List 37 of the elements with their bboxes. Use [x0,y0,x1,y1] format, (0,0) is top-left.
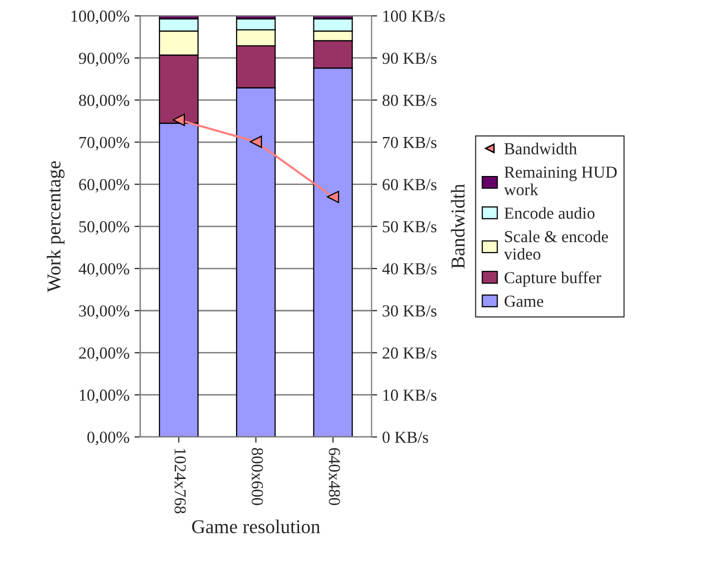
point [172,114,185,126]
y2-tick-label: 80 KB/s [382,94,436,106]
y-tick-label: 10,00% [80,390,130,404]
legend-label: Game [504,296,544,307]
y2-tick-label: 100 KB/s [383,10,445,22]
y-tick-label: 80,00% [79,94,130,108]
x-tick-label: 800x600 [252,448,263,506]
y-axis-title: Work percentage [46,161,65,292]
y-tick-label: 0,00% [87,432,130,446]
y-tick-label: 20,00% [79,347,130,362]
y-tick-label: 100,00% [72,10,130,24]
legend-label: Bandwidth [504,142,577,154]
y2-tick-label: 90 KB/s [382,52,436,64]
y2-tick-label: 60 KB/s [382,178,436,190]
y2-tick-label: 50 KB/s [382,221,436,232]
point [326,190,340,204]
legend-label: Remaining HUD work [504,166,617,196]
legend-label: Encode audio [504,207,594,219]
y-tick-label: 50,00% [79,221,130,235]
y-tick-label: 70,00% [80,136,130,151]
y-tick-label: 90,00% [78,52,130,66]
legend-label: Scale & encode video [504,230,608,260]
y-tick-label: 60,00% [79,178,130,193]
y-tick-label: 40,00% [78,263,130,277]
y2-tick-label: 30 KB/s [382,305,436,317]
x-tick-label: 640x480 [328,448,340,506]
y2-tick-label: 40 KB/s [382,263,436,274]
y2-axis-title: Bandwidth [450,184,465,269]
point [250,136,262,148]
x-axis-title: Game resolution [192,520,320,534]
y-tick-label: 30,00% [79,305,130,319]
legend-label: Capture buffer [504,271,602,287]
y2-tick-label: 20 KB/s [382,347,436,359]
x-tick-label: 1024x768 [174,448,186,514]
y2-tick-label: 10 KB/s [383,390,436,401]
y2-tick-label: 70 KB/s [383,136,436,148]
y2-tick-label: 0 KB/s [382,432,428,443]
